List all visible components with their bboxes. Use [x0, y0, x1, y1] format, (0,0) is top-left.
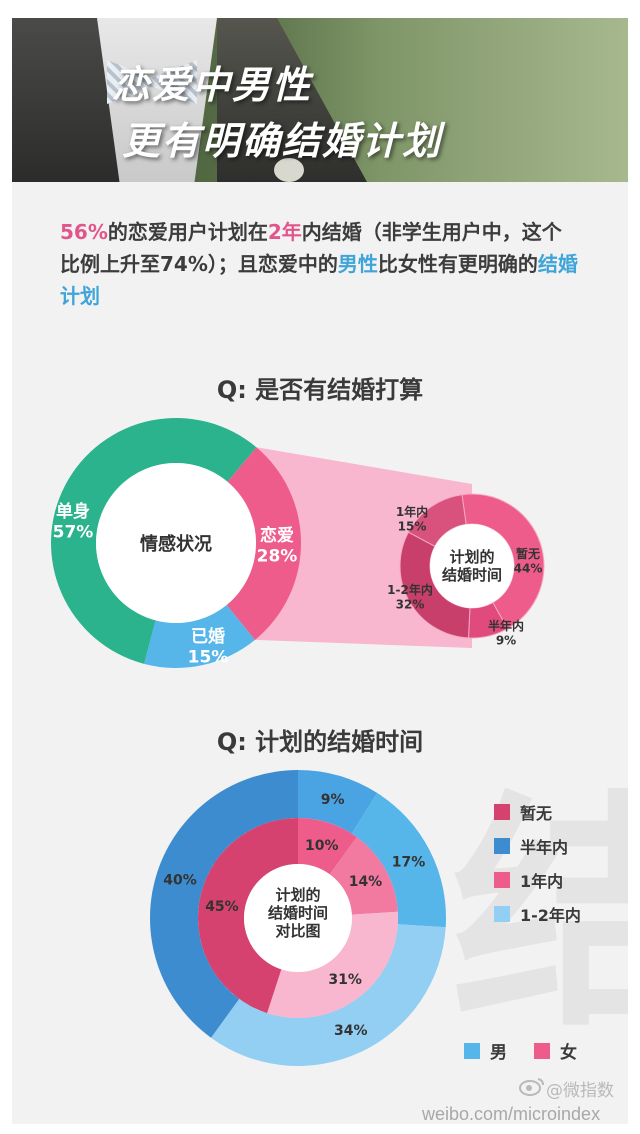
- hero-title-line-1: 恋爱中男性: [112, 63, 313, 107]
- chart1-center-label: 情感状况: [140, 533, 212, 555]
- male-slice-none: [149, 770, 298, 1038]
- intro-text-3: 比女性有更明确的: [377, 252, 538, 276]
- male-slice-one-to-two-years: [211, 924, 446, 1066]
- intro-highlight-plan: 结婚计划: [60, 252, 578, 308]
- legend-none: 暂无: [494, 802, 553, 823]
- legend-one-year: 1年内: [494, 870, 564, 891]
- female-label-one-year: 14%: [349, 874, 383, 890]
- intro-highlight-years: 2年: [267, 220, 302, 244]
- slice-label-single: 单身 57%: [53, 501, 94, 542]
- timing-slice-label-half-year: 半年内 9%: [488, 618, 524, 647]
- legend-half-year: 半年内: [494, 836, 569, 857]
- legend-female-label: 女: [560, 1043, 577, 1063]
- timing-slice-label-one-year: 1年内 15%: [396, 504, 428, 533]
- chart2-center: [430, 524, 514, 608]
- female-slice-one-year: [329, 837, 398, 915]
- legend-one-to-two-years-swatch: [494, 906, 510, 922]
- legend-none-label: 暂无: [520, 804, 553, 823]
- slice-label-dating: 恋爱 28%: [257, 525, 298, 566]
- slice-married: [144, 604, 256, 668]
- timing-slice-one-year: [407, 494, 467, 547]
- legend-one-year-swatch: [494, 872, 510, 888]
- timing-slice-label-one-to-two-years: 1-2年内 32%: [387, 582, 433, 611]
- legend-none-swatch: [494, 804, 510, 820]
- question-2-title: Q: 计划的结婚时间: [216, 728, 424, 756]
- hero-banner: 恋爱中男性 更有明确结婚计划: [12, 18, 628, 182]
- timing-slice-label-none: 暂无 44%: [514, 546, 543, 575]
- male-label-none: 40%: [163, 873, 197, 889]
- male-label-one-year: 17%: [392, 855, 426, 871]
- chart3-center-label: 计划的结婚时间对比图: [268, 886, 328, 940]
- footer-url: weibo.com/microindex: [422, 1104, 601, 1124]
- slice-single: [51, 418, 257, 664]
- intro-highlight-male: 男性: [337, 252, 378, 276]
- legend-half-year-swatch: [494, 838, 510, 854]
- legend-half-year-label: 半年内: [520, 838, 569, 857]
- female-slice-half-year: [298, 818, 357, 875]
- chart2-center-label: 计划的结婚时间: [442, 548, 502, 584]
- intro-paragraph: 56%的恋爱用户计划在2年内结婚（非学生用户中，这个比例上升至74%）；且恋爱中…: [60, 216, 580, 312]
- intro-text-1: 的恋爱用户计划在: [107, 220, 268, 244]
- male-slice-half-year: [298, 770, 378, 834]
- female-label-one-to-two-years: 31%: [328, 972, 362, 988]
- legend-male-label: 男: [490, 1043, 507, 1063]
- watermark-text: 结婚: [452, 788, 628, 1060]
- slice-dating: [226, 447, 301, 640]
- slice-label-married: 已婚 15%: [188, 626, 229, 667]
- female-slice-none: [198, 818, 298, 1014]
- intro-text-2: 内结婚（非学生用户中，这个比例上升至74%）；且恋爱中的: [60, 220, 562, 276]
- legend-one-to-two-years: 1-2年内: [494, 904, 581, 925]
- gender-legend: 男女: [464, 1038, 624, 1063]
- infographic-card: 恋爱中男性 更有明确结婚计划 56%的恋爱用户计划在2年内结婚（非学生用户中，这…: [12, 18, 628, 1124]
- weibo-logo-icon: [519, 1078, 544, 1096]
- chart1-center: [96, 463, 256, 623]
- legend-female: 女: [534, 1038, 577, 1063]
- chart3-center: [244, 864, 352, 972]
- footer-brand: @微指数: [546, 1081, 614, 1101]
- legend-one-year-label: 1年内: [520, 872, 564, 891]
- legend-male-swatch: [464, 1042, 480, 1059]
- female-label-half-year: 10%: [305, 838, 339, 854]
- marriage-timing-comparison-chart: 计划的结婚时间对比图 9% 10% 17% 14% 34% 31% 40% 45%: [149, 770, 446, 1066]
- boutonniere-icon: [274, 158, 304, 182]
- hero-title-line-2: 更有明确结婚计划: [122, 119, 443, 163]
- legend-female-swatch: [534, 1042, 550, 1059]
- question-1-title: Q: 是否有结婚打算: [216, 376, 424, 404]
- male-label-half-year: 9%: [321, 792, 345, 808]
- legend-one-to-two-years-label: 1-2年内: [520, 906, 581, 925]
- legend-male: 男: [464, 1038, 507, 1063]
- female-label-none: 45%: [205, 899, 239, 915]
- male-label-one-to-two-years: 34%: [334, 1023, 368, 1039]
- male-slice-one-year: [351, 793, 446, 928]
- intro-highlight-percent: 56%: [60, 220, 108, 244]
- female-slice-one-to-two-years: [267, 911, 398, 1018]
